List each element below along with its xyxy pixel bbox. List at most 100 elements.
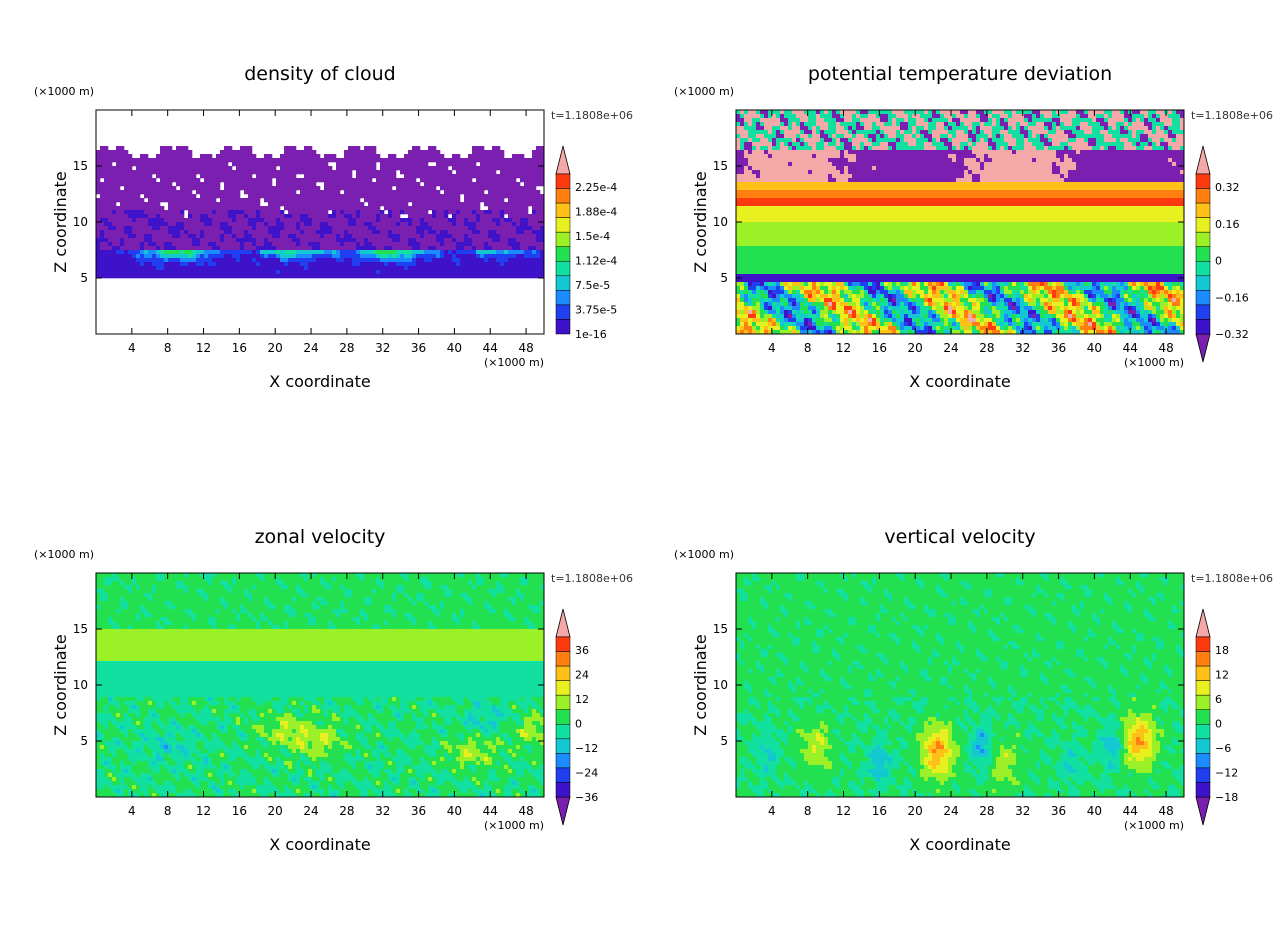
heatmap-cell bbox=[248, 206, 253, 211]
heatmap-cell bbox=[920, 142, 925, 147]
heatmap-cell bbox=[1016, 134, 1021, 139]
heatmap-cell bbox=[232, 226, 237, 231]
heatmap-cell bbox=[424, 190, 429, 195]
heatmap-cell bbox=[340, 246, 345, 251]
heatmap-cell bbox=[1132, 126, 1137, 131]
heatmap-cell bbox=[880, 154, 885, 159]
heatmap-cell bbox=[828, 146, 833, 151]
heatmap-cell bbox=[484, 226, 489, 231]
heatmap-cell bbox=[888, 130, 893, 135]
heatmap-cell bbox=[396, 266, 401, 271]
heatmap-cell bbox=[528, 254, 533, 259]
heatmap-cell bbox=[280, 246, 285, 251]
heatmap-cell bbox=[200, 162, 205, 167]
heatmap-cell bbox=[160, 254, 165, 259]
heatmap-cell bbox=[128, 230, 133, 235]
heatmap-cell bbox=[380, 158, 385, 163]
heatmap-cell bbox=[304, 254, 309, 259]
heatmap-cell bbox=[480, 190, 485, 195]
heatmap-cell bbox=[496, 186, 501, 191]
heatmap-cell bbox=[348, 242, 353, 247]
heatmap-cell bbox=[1112, 158, 1117, 163]
heatmap-cell bbox=[392, 270, 397, 275]
heatmap-cell bbox=[332, 230, 337, 235]
heatmap-cell bbox=[1164, 114, 1169, 119]
heatmap-cell bbox=[432, 198, 437, 203]
heatmap-cell bbox=[748, 154, 753, 159]
heatmap-cell bbox=[360, 242, 365, 247]
heatmap-cell bbox=[488, 266, 493, 271]
heatmap-cell bbox=[200, 190, 205, 195]
heatmap-cell bbox=[304, 174, 309, 179]
heatmap-cell bbox=[528, 166, 533, 171]
heatmap-cell bbox=[876, 126, 881, 131]
heatmap-cell bbox=[204, 222, 209, 227]
heatmap-cell bbox=[960, 114, 965, 119]
heatmap-cell bbox=[324, 270, 329, 275]
heatmap-cell bbox=[420, 162, 425, 167]
heatmap-cell bbox=[776, 130, 781, 135]
heatmap-cell bbox=[400, 230, 405, 235]
heatmap-cell bbox=[928, 158, 933, 163]
heatmap-cell bbox=[292, 166, 297, 171]
heatmap-cell bbox=[916, 154, 921, 159]
heatmap-cell bbox=[1060, 138, 1065, 143]
heatmap-cell bbox=[324, 186, 329, 191]
heatmap-cell bbox=[416, 214, 421, 219]
heatmap-cell bbox=[240, 206, 245, 211]
heatmap-cell bbox=[284, 262, 289, 267]
heatmap-cell bbox=[532, 178, 537, 183]
heatmap-cell bbox=[404, 226, 409, 231]
heatmap-cell bbox=[948, 118, 953, 123]
heatmap-cell bbox=[304, 242, 309, 247]
heatmap-cell bbox=[316, 254, 321, 259]
heatmap-cell bbox=[428, 146, 433, 151]
heatmap-cell bbox=[312, 266, 317, 271]
heatmap-cell bbox=[388, 230, 393, 235]
heatmap-cell bbox=[972, 150, 977, 155]
heatmap-cell bbox=[992, 122, 997, 127]
heatmap-cell bbox=[448, 230, 453, 235]
heatmap-cell bbox=[408, 162, 413, 167]
heatmap-cell bbox=[764, 110, 769, 115]
heatmap-cell bbox=[744, 142, 749, 147]
heatmap-cell bbox=[1000, 138, 1005, 143]
heatmap-cell bbox=[436, 182, 441, 187]
heatmap-cell bbox=[288, 170, 293, 175]
heatmap-cell bbox=[176, 150, 181, 155]
heatmap-cell bbox=[1108, 142, 1113, 147]
heatmap-cell bbox=[308, 274, 313, 279]
heatmap-cell bbox=[984, 146, 989, 151]
heatmap-cell bbox=[1012, 142, 1017, 147]
heatmap-cell bbox=[132, 226, 137, 231]
heatmap-cell bbox=[320, 266, 325, 271]
heatmap-cell bbox=[144, 174, 149, 179]
heatmap-cell bbox=[444, 202, 449, 207]
heatmap-cell bbox=[480, 218, 485, 223]
heatmap-cell bbox=[392, 158, 397, 163]
heatmap-cell bbox=[284, 170, 289, 175]
heatmap-cell bbox=[448, 250, 453, 255]
heatmap-cell bbox=[508, 262, 513, 267]
heatmap-cell bbox=[244, 254, 249, 259]
heatmap-cell bbox=[332, 222, 337, 227]
heatmap-cell bbox=[168, 226, 173, 231]
colorbar-label: 1.12e-4 bbox=[575, 255, 617, 268]
heatmap-cell bbox=[1100, 126, 1105, 131]
heatmap-cell bbox=[460, 214, 465, 219]
heatmap-cell bbox=[120, 266, 125, 271]
heatmap-cell bbox=[268, 230, 273, 235]
heatmap-cell bbox=[96, 158, 101, 163]
heatmap-cell bbox=[864, 138, 869, 143]
heatmap-cell bbox=[796, 122, 801, 127]
heatmap-cell bbox=[780, 118, 785, 123]
heatmap-cell bbox=[360, 258, 365, 263]
heatmap-cell bbox=[308, 218, 313, 223]
heatmap-cell bbox=[224, 178, 229, 183]
heatmap-cell bbox=[172, 158, 177, 163]
heatmap-cell bbox=[136, 186, 141, 191]
heatmap-cell bbox=[364, 246, 369, 251]
heatmap-cell bbox=[152, 242, 157, 247]
heatmap-cell bbox=[292, 242, 297, 247]
heatmap-cell bbox=[160, 246, 165, 251]
